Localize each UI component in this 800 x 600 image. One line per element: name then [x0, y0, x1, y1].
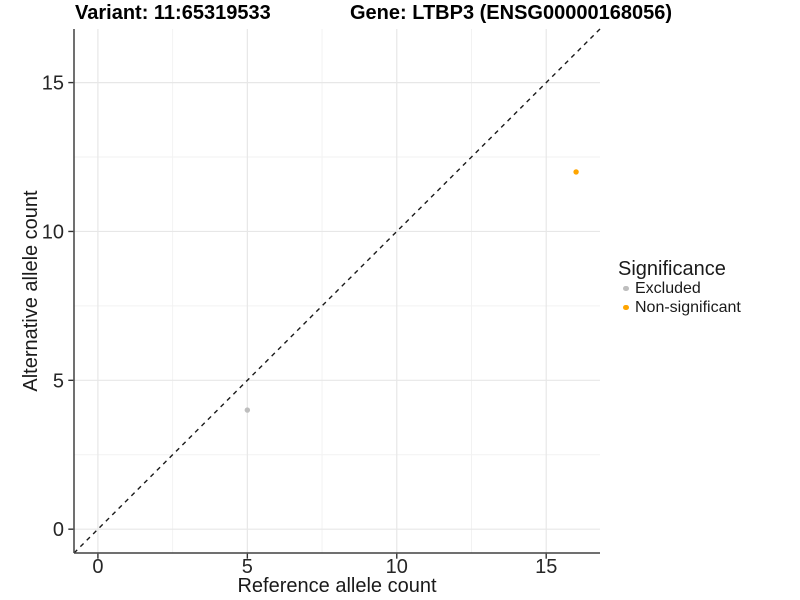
- y-axis-title: Alternative allele count: [20, 190, 42, 392]
- y-tick-label: 15: [42, 73, 64, 95]
- plot-title-variant: Variant: 11:65319533: [75, 2, 271, 24]
- data-point-non-significant: [573, 169, 579, 175]
- x-axis-title: Reference allele count: [237, 575, 437, 597]
- legend-title: Significance: [618, 258, 726, 280]
- y-tick-label: 10: [42, 221, 64, 243]
- x-tick-label: 15: [535, 556, 557, 578]
- x-tick-label: 0: [92, 556, 103, 578]
- identity-line: [73, 28, 601, 554]
- legend-key-dot: [623, 285, 629, 292]
- legend-key-dot: [623, 304, 629, 311]
- legend-item-excluded: Excluded: [618, 279, 741, 298]
- y-tick-label: 5: [53, 370, 64, 392]
- legend-label: Non-significant: [635, 298, 741, 316]
- legend-item-non-significant: Non-significant: [618, 298, 741, 317]
- x-tick-label: 10: [386, 556, 408, 578]
- legend-items: Excluded Non-significant: [618, 279, 741, 317]
- x-tick-label: 5: [242, 556, 253, 578]
- plot-title-gene: Gene: LTBP3 (ENSG00000168056): [350, 2, 673, 24]
- data-point-excluded: [244, 407, 251, 413]
- y-tick-label: 0: [53, 519, 64, 541]
- legend-label: Excluded: [635, 279, 701, 297]
- legend: Significance Excluded Non-significant: [618, 259, 741, 317]
